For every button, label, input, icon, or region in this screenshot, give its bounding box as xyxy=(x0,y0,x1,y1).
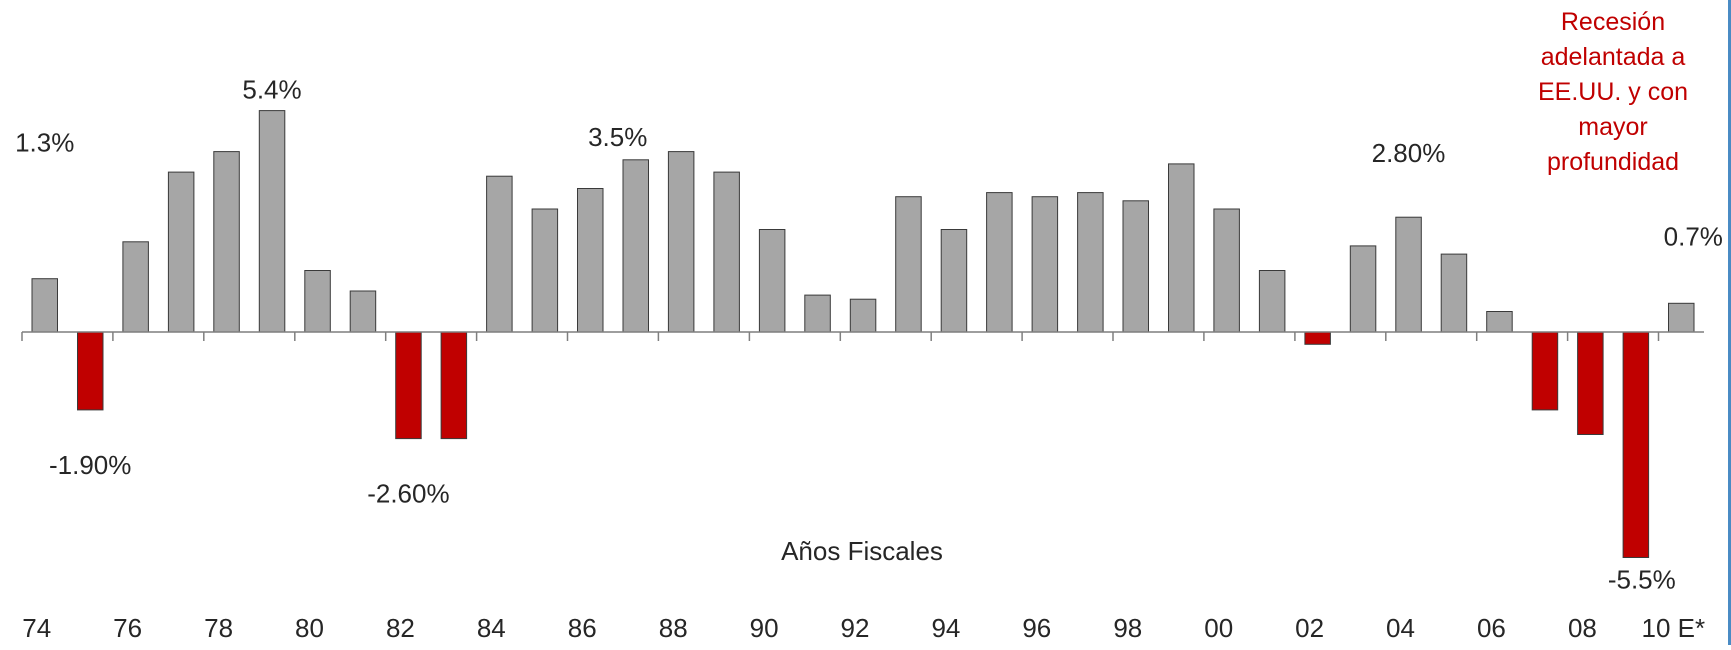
x-tick-label: 08 xyxy=(1568,613,1597,643)
x-tick-label: 90 xyxy=(750,613,779,643)
bar-89 xyxy=(713,171,740,333)
bar-75 xyxy=(77,331,104,411)
data-label-79: 5.4% xyxy=(242,75,301,105)
bar-07 xyxy=(1531,331,1559,411)
x-tick-label: 76 xyxy=(113,613,142,643)
bar-87 xyxy=(622,159,649,333)
bar-84 xyxy=(486,175,513,333)
bar-96 xyxy=(1031,196,1059,333)
x-tick-label: 74 xyxy=(22,613,51,643)
bar-95 xyxy=(986,192,1013,333)
bar-00 xyxy=(1213,208,1240,333)
bar-85 xyxy=(531,208,559,333)
x-tick-label: 02 xyxy=(1295,613,1324,643)
annotation-line: EE.UU. y con xyxy=(1538,78,1688,106)
bar-92 xyxy=(849,298,877,333)
x-axis-title: Años Fiscales xyxy=(781,536,943,566)
data-label-87: 3.5% xyxy=(588,122,647,152)
bar-91 xyxy=(804,294,831,333)
x-tick-label: 98 xyxy=(1113,613,1142,643)
bar-98 xyxy=(1122,200,1149,333)
bar-83 xyxy=(440,331,468,440)
data-label-10E: 0.7% xyxy=(1664,221,1723,251)
bar-09 xyxy=(1622,331,1650,558)
bar-74 xyxy=(31,278,58,333)
annotation-line: mayor xyxy=(1578,113,1647,141)
bar-04 xyxy=(1395,216,1422,333)
data-label-09: -5.5% xyxy=(1608,565,1676,595)
x-tick-label: 82 xyxy=(386,613,415,643)
data-label-82: -2.60% xyxy=(367,479,449,509)
x-tick-label: 06 xyxy=(1477,613,1506,643)
bar-78 xyxy=(213,151,240,333)
bar-97 xyxy=(1077,192,1104,333)
bar-93 xyxy=(895,196,922,333)
bar-77 xyxy=(167,171,195,333)
bar-99 xyxy=(1168,163,1195,333)
bar-01 xyxy=(1258,270,1286,333)
x-tick-label: 10 E* xyxy=(1641,613,1705,643)
bar-76 xyxy=(122,241,149,333)
bar-06 xyxy=(1486,311,1513,333)
bar-02 xyxy=(1304,331,1331,345)
bar-94 xyxy=(940,229,968,333)
x-tick-label: 88 xyxy=(659,613,688,643)
x-tick-label: 84 xyxy=(477,613,506,643)
x-tick-label: 92 xyxy=(841,613,870,643)
x-tick-label: 86 xyxy=(568,613,597,643)
annotation-line: profundidad xyxy=(1547,148,1679,176)
x-tick-label: 94 xyxy=(931,613,960,643)
x-tick-label: 00 xyxy=(1204,613,1233,643)
annotation-line: Recesión xyxy=(1561,8,1665,36)
bar-82 xyxy=(395,331,422,440)
bar-79 xyxy=(258,110,286,333)
annotation-line: adelantada a xyxy=(1541,43,1686,71)
data-label-75: -1.90% xyxy=(49,450,131,480)
bar-03 xyxy=(1349,245,1377,333)
bar-80 xyxy=(304,270,331,333)
x-tick-label: 96 xyxy=(1022,613,1051,643)
data-label-04: 2.80% xyxy=(1372,138,1446,168)
x-tick-label: 04 xyxy=(1386,613,1415,643)
bar-05 xyxy=(1440,253,1468,333)
x-tick-label: 80 xyxy=(295,613,324,643)
recession-annotation: Recesión adelantada a EE.UU. y con mayor pro… xyxy=(1538,8,1688,176)
frame-edge xyxy=(1728,0,1731,645)
data-label-74: 1.3% xyxy=(15,128,74,158)
bar-81 xyxy=(349,290,377,333)
x-tick-label: 78 xyxy=(204,613,233,643)
bar-90 xyxy=(758,229,786,333)
bar-88 xyxy=(667,151,695,333)
bar-08 xyxy=(1577,331,1604,435)
bar-10E xyxy=(1668,302,1695,333)
bar-86 xyxy=(577,188,604,333)
